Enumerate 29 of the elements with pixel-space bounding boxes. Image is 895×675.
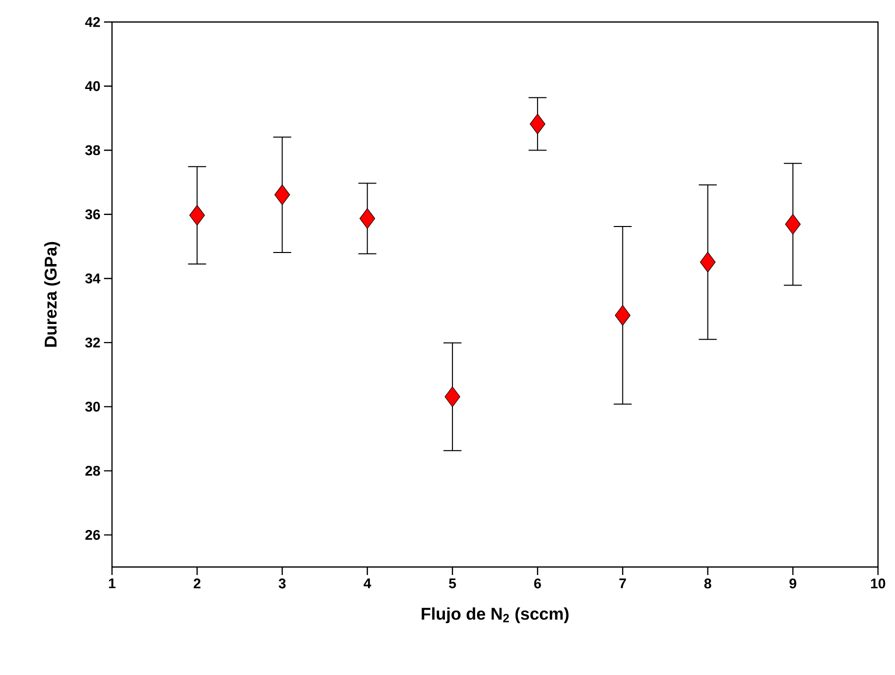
point — [189, 205, 205, 226]
x-tick-label: 1 — [108, 578, 116, 588]
x-tick-label: 5 — [448, 578, 456, 588]
point — [614, 305, 630, 326]
x-tick-label: 6 — [534, 578, 541, 588]
point — [530, 114, 546, 134]
y-tick-label: 42 — [85, 17, 100, 27]
point — [360, 208, 376, 229]
x-tick-label: 3 — [278, 578, 286, 588]
y-tick-label: 40 — [85, 81, 100, 92]
y-tick-label: 26 — [85, 530, 100, 540]
y-tick-label: 36 — [85, 209, 100, 220]
y-tick-label: 30 — [85, 402, 100, 412]
point — [274, 184, 290, 206]
point — [785, 214, 801, 235]
x-tick-label: 7 — [619, 578, 626, 588]
y-tick-label: 32 — [85, 338, 100, 348]
point — [444, 386, 460, 408]
x-tick-label: 2 — [194, 578, 200, 588]
x-tick-label: 10 — [871, 578, 886, 588]
point — [700, 252, 716, 272]
x-tick-label: 9 — [789, 578, 796, 588]
y-tick-label: 28 — [85, 466, 100, 476]
y-tick-label: 38 — [85, 145, 100, 156]
x-tick-label: 4 — [364, 578, 372, 588]
y-axis-title: Dureza (GPa) — [44, 242, 60, 347]
x-axis-title: Flujo de N$_{2}$ (sccm) — [422, 607, 569, 624]
x-tick-label: 8 — [704, 578, 712, 588]
y-tick-label: 34 — [85, 273, 100, 284]
